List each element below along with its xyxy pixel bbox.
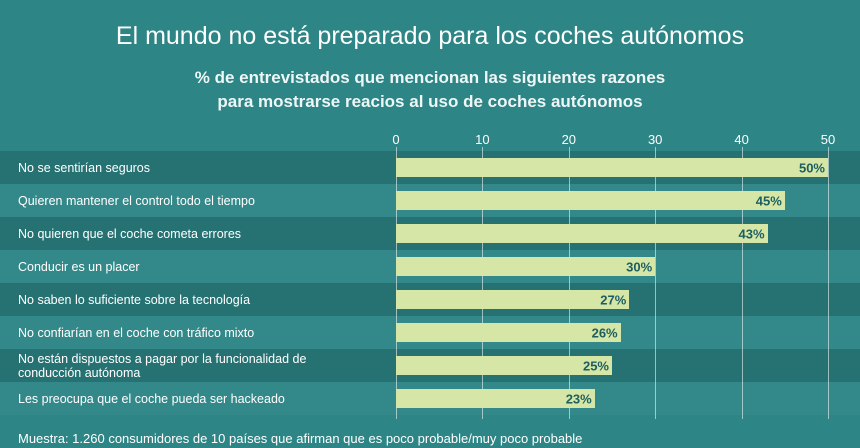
x-tick-label: 40 (734, 132, 749, 147)
value-label: 27% (600, 292, 627, 307)
grid-line (568, 147, 570, 419)
bar (396, 224, 768, 243)
grid-line (828, 147, 829, 419)
x-tick-label: 0 (392, 132, 400, 147)
subtitle: % de entrevistados que mencionan las sig… (194, 68, 666, 87)
grid-line (482, 147, 484, 419)
category-label: Conducir es un placer (18, 259, 140, 274)
bar (396, 389, 595, 408)
bar (396, 323, 621, 342)
category-label: No confiarían en el coche con tráfico mi… (18, 325, 255, 340)
bar (396, 290, 630, 309)
value-label: 50% (798, 160, 825, 175)
x-tick-label: 10 (475, 132, 490, 147)
bar (396, 356, 612, 375)
subtitle: para mostrarse reacios al uso de coches … (217, 92, 643, 111)
value-label: 45% (755, 193, 782, 208)
category-label: No están dispuestos a pagar por la funci… (18, 351, 307, 380)
bar (396, 158, 828, 177)
value-label: 30% (626, 259, 653, 274)
grid-line (396, 147, 397, 419)
category-label: No saben lo suficiente sobre la tecnolog… (18, 292, 251, 307)
value-label: 26% (591, 325, 618, 340)
bar (396, 257, 656, 276)
note: Muestra: 1.260 consumidores de 10 países… (18, 431, 583, 446)
grid-line (655, 147, 657, 419)
value-label: 23% (565, 391, 592, 406)
value-label: 43% (738, 226, 765, 241)
category-label: No quieren que el coche cometa errores (18, 226, 242, 241)
value-label: 25% (582, 358, 609, 373)
category-label: Les preocupa que el coche pueda ser hack… (18, 391, 285, 406)
category-label: Quieren mantener el control todo el tiem… (18, 193, 255, 208)
chart-title: El mundo no está preparado para los coch… (115, 22, 745, 50)
grid-line (741, 147, 743, 419)
category-label: No se sentirían seguros (18, 160, 151, 175)
bar (396, 191, 785, 210)
x-tick-label: 50 (820, 132, 836, 147)
x-tick-label: 20 (561, 132, 577, 147)
x-tick-label: 30 (647, 132, 663, 147)
